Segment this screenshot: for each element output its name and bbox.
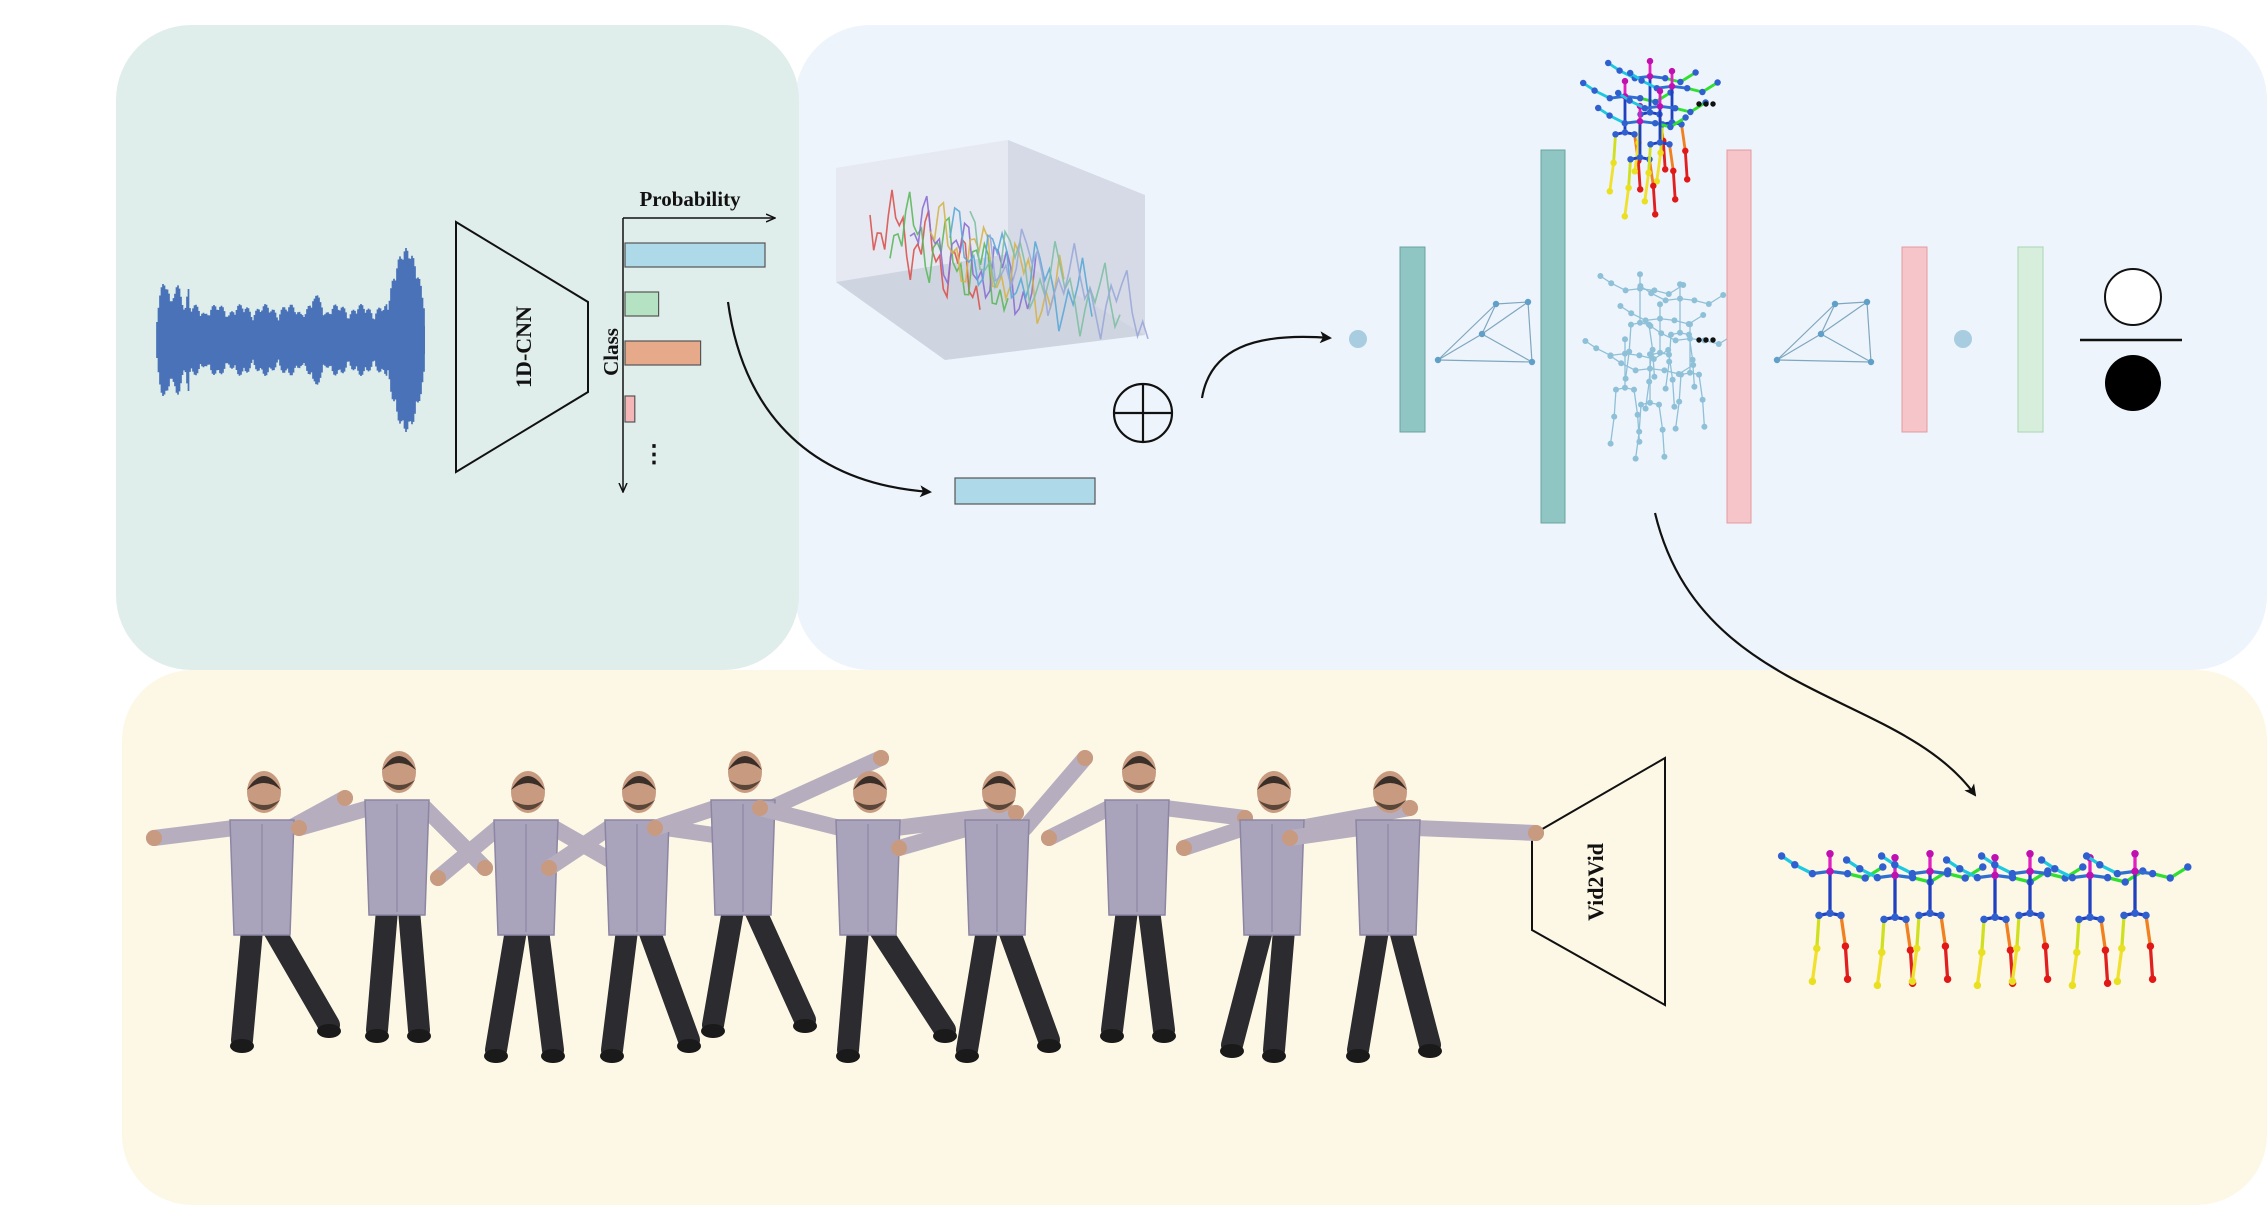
audio-waveform: [156, 248, 425, 432]
real-skeletons-icon: [1579, 57, 1721, 220]
dancer-frame: [647, 750, 889, 1038]
dancer-frame: [752, 771, 1024, 1063]
class-bar-4: [624, 395, 636, 423]
generated-skeletons-ellipsis: •••: [1695, 330, 1716, 352]
discriminator-layer-2: [1901, 246, 1928, 433]
class-bar-2: [624, 291, 660, 317]
noise-box: [836, 140, 1149, 360]
discriminator-layer-1: [1726, 149, 1752, 524]
class-axis-label: Class: [599, 328, 623, 376]
more-classes-marker: ⋮: [642, 442, 666, 468]
class-probability-chart: Probability Class ⋮: [599, 187, 775, 492]
probability-axis-label: Probability: [639, 187, 741, 211]
render-panel: [122, 670, 2267, 1205]
dancer-frame: [1041, 751, 1253, 1043]
class-bar-1: [624, 242, 766, 268]
class-to-feature-arrow: [726, 301, 932, 498]
audio-panel: [116, 25, 799, 670]
pose-sequence-icon: [1777, 850, 2192, 990]
encoder-trapezoid: [455, 220, 589, 474]
real-circle-icon: [2104, 268, 2162, 326]
generator-layer-1: [1399, 246, 1426, 433]
dancer-frame: [541, 771, 743, 1063]
generated-skeletons-icon: [1582, 271, 1737, 462]
class-bar-3: [624, 340, 702, 366]
renderer-trapezoid: [1531, 756, 1666, 1007]
discriminator-graph-icon: [1773, 298, 1875, 366]
renderer-label: Vid2Vid: [1583, 843, 1608, 921]
concat-to-generator-arrow: [1200, 331, 1332, 399]
generator-input-node: [1349, 330, 1367, 348]
generator-to-poses-arrow: [1653, 512, 1977, 797]
dancer-frame: [291, 751, 493, 1043]
generator-graph-icon: [1434, 298, 1536, 366]
discriminator-node: [1954, 330, 1972, 348]
discriminator-output-layer: [2017, 246, 2044, 433]
dancer-frame: [891, 750, 1093, 1063]
class-feature-vector: [954, 477, 1096, 505]
encoder-label: 1D-CNN: [511, 306, 536, 388]
dancer-frame: [1282, 771, 1544, 1063]
rendered-dancer-frames: [146, 750, 1544, 1063]
dancer-frame: [1176, 771, 1418, 1063]
fake-circle-icon: [2105, 355, 2161, 411]
generator-layer-2: [1540, 149, 1566, 524]
real-skeletons-ellipsis: •••: [1695, 94, 1716, 116]
